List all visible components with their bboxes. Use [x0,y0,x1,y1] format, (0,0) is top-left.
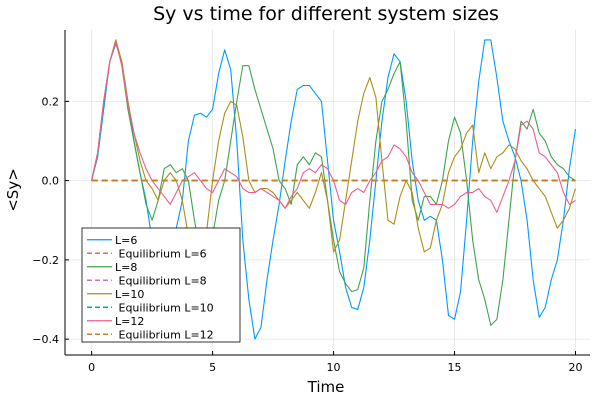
legend-label: L=10 [115,288,144,301]
x-tick-label: 10 [327,361,341,374]
series-line-4 [91,39,577,253]
y-axis-label: <Sy> [4,168,22,212]
legend: L=6 Equilibrium L=6L=8 Equilibrium L=8L=… [81,227,241,343]
legend-label: Equilibrium L=6 [115,247,207,260]
x-tick-label: 0 [88,361,95,374]
x-tick-label: 15 [448,361,462,374]
x-axis-label: Time [307,378,345,396]
legend-label: Equilibrium L=8 [115,274,207,287]
series-line-2 [91,39,576,326]
axes [64,30,590,356]
legend-label: L=6 [115,234,137,247]
x-tick-label: 20 [568,361,582,374]
y-tick-label: 0.2 [42,95,60,108]
legend-label: L=8 [115,261,137,274]
legend-label: L=12 [115,315,144,328]
chart-title: Sy vs time for different system sizes [153,3,499,25]
legend-label: Equilibrium L=12 [115,328,214,341]
y-tick-label: −0.4 [32,333,59,346]
y-tick-label: −0.2 [32,254,59,267]
ticks: 0 5 10 15 20 −0.4 −0.2 0.0 0.2 [32,95,582,374]
legend-box [81,227,241,343]
y-tick-label: 0.0 [42,175,60,188]
x-tick-label: 5 [209,361,216,374]
legend-label: Equilibrium L=10 [115,301,214,314]
